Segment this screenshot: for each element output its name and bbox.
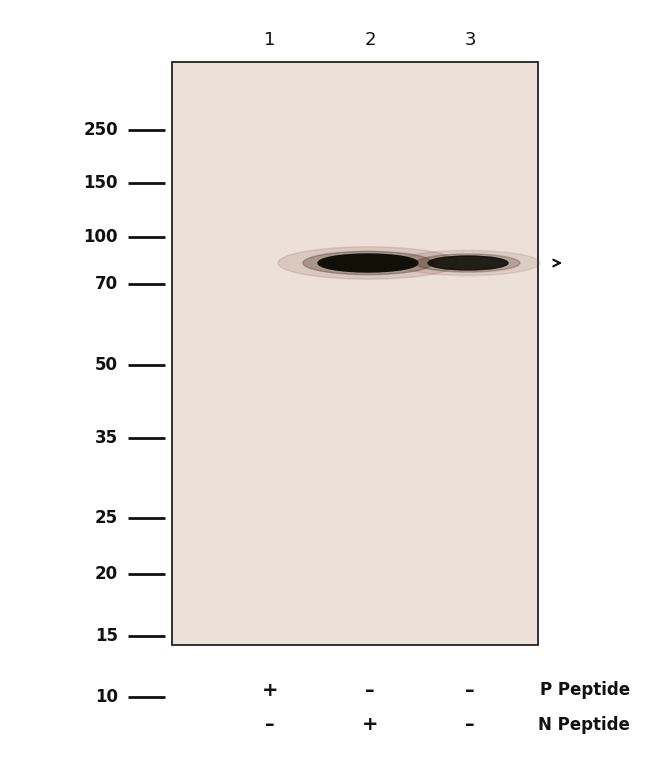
Text: –: – [465, 716, 474, 735]
Text: 35: 35 [95, 429, 118, 447]
Text: 10: 10 [95, 688, 118, 706]
Ellipse shape [318, 254, 418, 272]
Text: 70: 70 [95, 275, 118, 293]
Ellipse shape [428, 256, 508, 270]
Text: 250: 250 [83, 121, 118, 139]
Text: –: – [465, 681, 474, 699]
Text: 15: 15 [95, 627, 118, 645]
Text: N Peptide: N Peptide [538, 716, 630, 734]
Text: 3: 3 [464, 31, 476, 49]
Text: 1: 1 [265, 31, 276, 49]
Text: P Peptide: P Peptide [540, 681, 630, 699]
Text: +: + [262, 681, 278, 699]
Bar [172, 62, 538, 645]
Text: 25: 25 [95, 509, 118, 527]
Ellipse shape [278, 247, 458, 279]
Ellipse shape [303, 252, 433, 274]
Text: –: – [265, 716, 275, 735]
Text: 20: 20 [95, 565, 118, 583]
Ellipse shape [396, 250, 540, 276]
Text: 100: 100 [83, 228, 118, 246]
Text: –: – [365, 681, 375, 699]
Text: +: + [362, 716, 378, 735]
Text: 150: 150 [83, 174, 118, 192]
Ellipse shape [416, 254, 520, 272]
Text: 2: 2 [364, 31, 376, 49]
Text: 50: 50 [95, 356, 118, 374]
